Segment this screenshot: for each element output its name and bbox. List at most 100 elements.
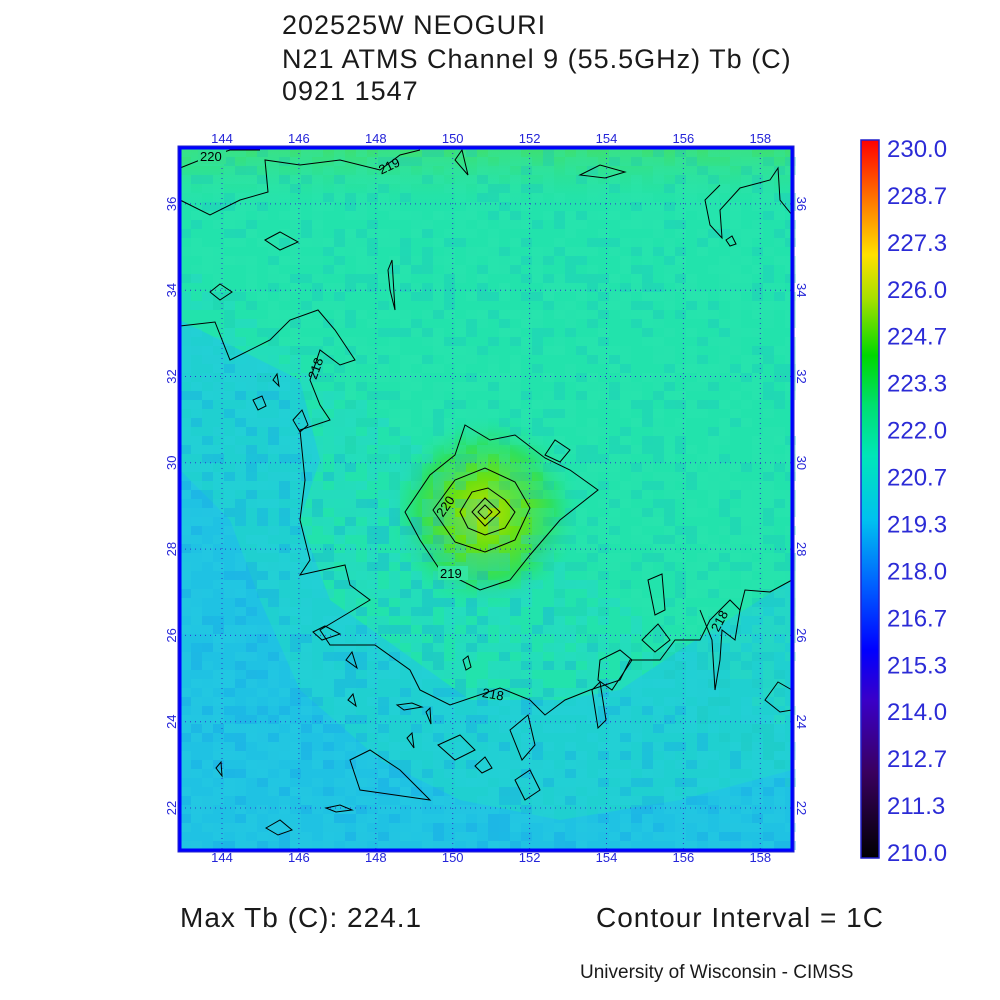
map-pixel — [609, 535, 620, 544]
map-pixel — [620, 391, 631, 400]
map-pixel — [367, 760, 378, 769]
contour-small-loop-14 — [509, 714, 536, 761]
map-pixel — [719, 526, 730, 535]
map-pixel — [774, 796, 785, 805]
map-pixel — [257, 184, 268, 193]
map-pixel — [290, 445, 301, 454]
map-pixel — [554, 301, 565, 310]
map-pixel — [752, 679, 763, 688]
map-pixel — [587, 778, 598, 787]
map-pixel — [345, 409, 356, 418]
map-pixel — [719, 796, 730, 805]
map-pixel — [510, 337, 521, 346]
map-pixel — [488, 706, 499, 715]
map-pixel — [279, 823, 290, 832]
map-pixel — [510, 661, 521, 670]
map-pixel — [642, 778, 653, 787]
map-pixel — [268, 247, 279, 256]
map-pixel — [224, 256, 235, 265]
map-pixel — [235, 409, 246, 418]
map-pixel — [246, 427, 257, 436]
map-pixel — [664, 346, 675, 355]
map-pixel — [488, 292, 499, 301]
map-pixel — [752, 265, 763, 274]
map-pixel — [543, 346, 554, 355]
map-pixel — [378, 364, 389, 373]
map-pixel — [609, 184, 620, 193]
contour-small-loop-2 — [209, 283, 233, 301]
map-pixel — [741, 382, 752, 391]
map-pixel — [543, 463, 554, 472]
map-pixel — [389, 490, 400, 499]
map-pixel — [488, 688, 499, 697]
map-pixel — [521, 715, 532, 724]
map-pixel — [345, 760, 356, 769]
map-pixel — [521, 679, 532, 688]
map-pixel — [653, 310, 664, 319]
map-pixel — [191, 346, 202, 355]
map-pixel — [763, 526, 774, 535]
map-pixel — [334, 580, 345, 589]
map-pixel — [455, 382, 466, 391]
map-pixel — [598, 184, 609, 193]
contour-small-loop-20 — [312, 625, 342, 641]
map-pixel — [246, 499, 257, 508]
map-pixel — [180, 607, 191, 616]
map-pixel — [653, 535, 664, 544]
map-pixel — [235, 634, 246, 643]
map-pixel — [708, 787, 719, 796]
map-pixel — [609, 364, 620, 373]
map-pixel — [191, 265, 202, 274]
map-pixel — [664, 265, 675, 274]
map-pixel — [279, 445, 290, 454]
map-pixel — [290, 202, 301, 211]
map-pixel — [697, 697, 708, 706]
map-pixel — [301, 580, 312, 589]
map-pixel — [620, 778, 631, 787]
map-pixel — [741, 589, 752, 598]
map-pixel — [653, 499, 664, 508]
map-pixel — [257, 535, 268, 544]
map-pixel — [444, 346, 455, 355]
map-pixel — [576, 472, 587, 481]
map-pixel — [708, 652, 719, 661]
map-pixel — [763, 481, 774, 490]
map-pixel — [191, 463, 202, 472]
map-pixel — [334, 832, 345, 841]
map-pixel — [719, 292, 730, 301]
map-pixel — [499, 814, 510, 823]
map-pixel — [444, 418, 455, 427]
map-pixel — [356, 832, 367, 841]
map-pixel — [444, 697, 455, 706]
map-pixel — [455, 724, 466, 733]
map-pixel — [224, 508, 235, 517]
map-pixel — [653, 679, 664, 688]
map-pixel — [708, 427, 719, 436]
map-pixel — [499, 760, 510, 769]
map-pixel — [631, 463, 642, 472]
map-pixel — [774, 148, 785, 157]
map-pixel — [180, 184, 191, 193]
map-pixel — [543, 544, 554, 553]
map-pixel — [752, 166, 763, 175]
colorbar-gradient — [860, 139, 880, 859]
map-pixel — [543, 148, 554, 157]
map-pixel — [598, 643, 609, 652]
map-pixel — [213, 337, 224, 346]
map-pixel — [510, 427, 521, 436]
map-pixel — [455, 778, 466, 787]
map-pixel — [576, 247, 587, 256]
map-pixel — [268, 436, 279, 445]
map-pixel — [554, 490, 565, 499]
map-pixel — [763, 166, 774, 175]
map-pixel — [312, 463, 323, 472]
map-pixel — [345, 490, 356, 499]
map-pixel — [686, 157, 697, 166]
map-pixel — [565, 229, 576, 238]
map-pixel — [730, 526, 741, 535]
map-pixel — [180, 247, 191, 256]
map-pixel — [576, 274, 587, 283]
map-pixel — [730, 247, 741, 256]
map-pixel — [587, 544, 598, 553]
map-pixel — [422, 841, 433, 850]
